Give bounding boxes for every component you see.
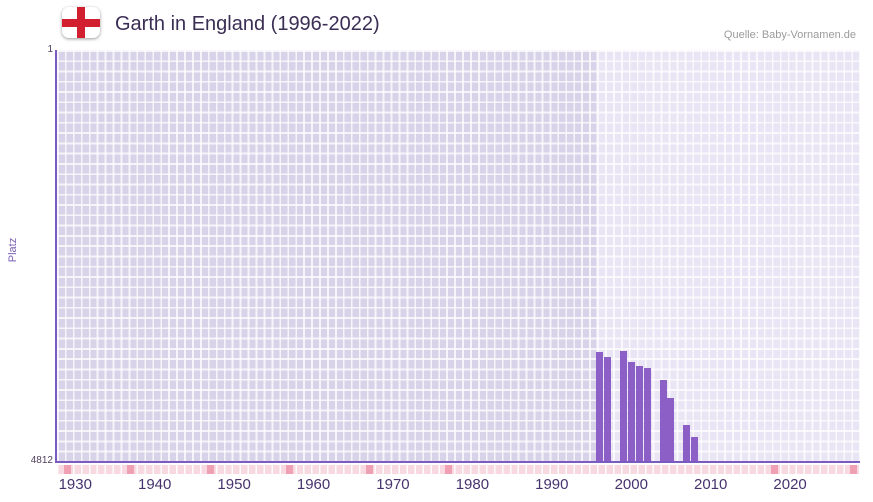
plot-area xyxy=(55,50,860,463)
bar-1996[interactable] xyxy=(595,352,603,461)
bars-container xyxy=(57,50,860,461)
bar-1997[interactable] xyxy=(603,356,611,461)
x-tick-label-2010: 2010 xyxy=(693,476,728,493)
strip-marker xyxy=(286,465,294,474)
x-tick-label-1970: 1970 xyxy=(376,476,410,493)
strip-marker xyxy=(206,465,214,474)
x-tick-label-1950: 1950 xyxy=(217,476,251,493)
bar-2000[interactable] xyxy=(627,361,635,461)
x-tick-label-2020: 2020 xyxy=(773,476,807,493)
y-axis-line xyxy=(55,50,57,463)
x-tick-label-1990: 1990 xyxy=(535,476,569,493)
bar-1999[interactable] xyxy=(619,351,627,461)
y-axis-top-label: 1 xyxy=(47,44,53,55)
y-axis-title: Platz xyxy=(7,237,19,263)
bar-2001[interactable] xyxy=(635,366,643,461)
grid-lines xyxy=(57,50,860,461)
strip-marker xyxy=(63,465,71,474)
strip-marker xyxy=(850,465,858,474)
strip-marker xyxy=(445,465,453,474)
x-axis-tick-labels: 1930 1940 1950 1960 1970 1980 1990 2000 2010 2020 xyxy=(57,476,860,494)
source-credit: Quelle: Baby-Vornamen.de xyxy=(723,29,856,41)
x-tick-label-1940: 1940 xyxy=(138,476,172,493)
x-tick-label-1960: 1960 xyxy=(296,476,331,493)
bar-2002[interactable] xyxy=(643,367,651,461)
bar-2008[interactable] xyxy=(691,436,699,461)
x-tick-label-1980: 1980 xyxy=(455,476,490,493)
bar-2005[interactable] xyxy=(667,397,675,461)
x-tick-label-2000: 2000 xyxy=(614,476,648,493)
england-flag-icon xyxy=(62,7,100,38)
bar-2007[interactable] xyxy=(683,424,691,461)
strip-marker xyxy=(770,465,778,474)
flag-cross-horizontal xyxy=(62,18,100,27)
strip-marker xyxy=(127,465,135,474)
bar-2004[interactable] xyxy=(659,379,667,461)
chart-title: Garth in England (1996-2022) xyxy=(115,13,380,35)
x-tick-label-1930: 1930 xyxy=(58,476,92,493)
y-axis-bottom-label: 4812 xyxy=(30,455,53,466)
no-data-strip xyxy=(57,465,860,474)
strip-marker xyxy=(365,465,373,474)
x-axis-line xyxy=(55,461,860,463)
